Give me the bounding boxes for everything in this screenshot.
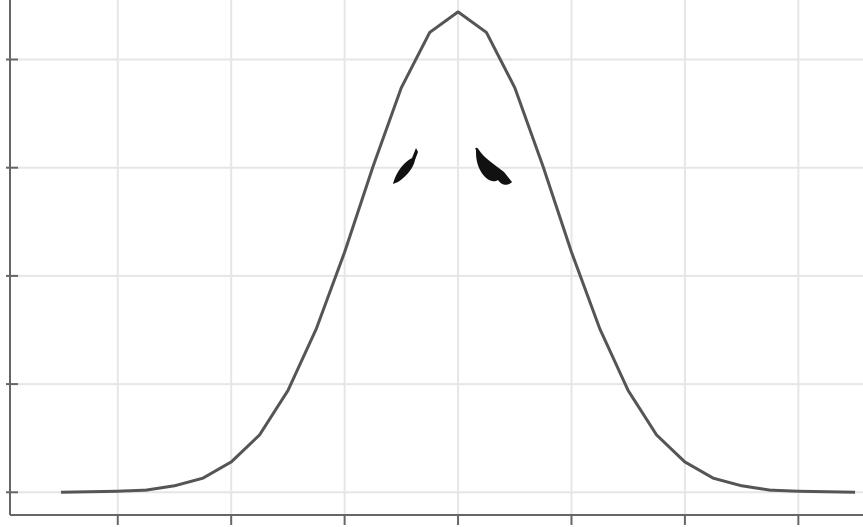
- chart: [0, 0, 863, 527]
- page: {"chart_data": {"type": "line", "x": [-3…: [0, 0, 863, 527]
- bird-left: [393, 148, 418, 184]
- grid: [6, 0, 863, 525]
- bird-right: [475, 148, 512, 185]
